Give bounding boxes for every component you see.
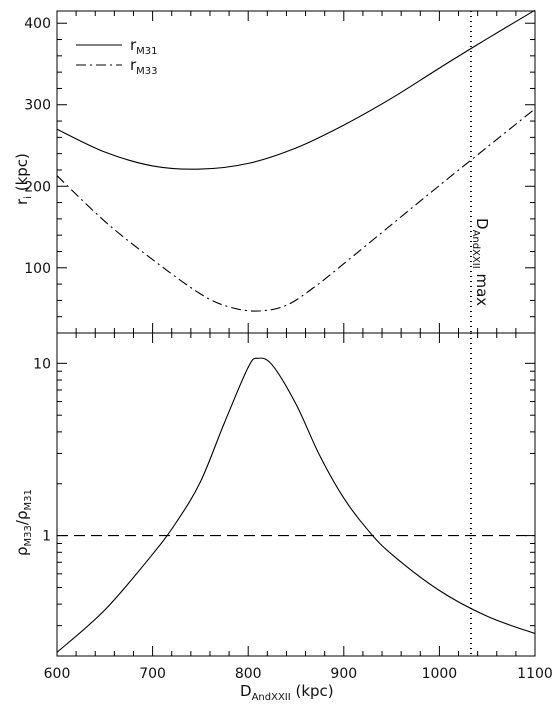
bottom-x-axis: 600 700 800 900 1000 1100 (44, 333, 553, 682)
bottom-y-axis-title: ρM33/ρM31 (13, 489, 34, 556)
legend-m31-label: rM31 (130, 36, 158, 57)
top-panel: 100 200 300 400 rM31 rM33 DAndXXII max ri (… (13, 9, 536, 334)
top-series-group (56, 9, 536, 312)
x-tick-label: 800 (235, 666, 262, 682)
y-tick-label: 400 (24, 16, 51, 32)
legend-m33-label: rM33 (130, 56, 158, 77)
y-tick-label: 200 (24, 179, 51, 195)
top-y-axis-title: ri (kpc) (13, 153, 34, 205)
bottom-panel: 1 10 600 700 800 900 1000 1100 ρM33/ρM31 DAndX… (13, 332, 553, 703)
x-tick-label: 600 (44, 666, 71, 682)
y-tick-label: 1 (42, 529, 51, 545)
x-tick-label: 700 (139, 666, 166, 682)
bottom-series-group (56, 357, 536, 653)
x-axis-title: DAndXXII (kpc) (240, 682, 334, 703)
bottom-y-axis: 1 10 (33, 356, 535, 627)
series-m31-line (56, 9, 536, 170)
bottom-plot-frame (56, 332, 536, 657)
y-tick-label: 100 (24, 261, 51, 277)
top-y-axis: 100 200 300 400 (24, 16, 535, 318)
x-tick-label: 1000 (422, 666, 458, 682)
top-plot-frame (56, 10, 536, 334)
y-tick-label: 300 (24, 98, 51, 114)
top-x-ticks (56, 11, 536, 333)
vline-label: DAndXXII max (470, 218, 491, 306)
x-tick-label: 900 (330, 666, 357, 682)
series-m33-line (56, 108, 536, 312)
series-ratio-line (56, 357, 536, 653)
y-tick-label: 10 (33, 356, 51, 372)
legend: rM31 rM33 (76, 36, 158, 77)
x-tick-label: 1100 (517, 666, 553, 682)
